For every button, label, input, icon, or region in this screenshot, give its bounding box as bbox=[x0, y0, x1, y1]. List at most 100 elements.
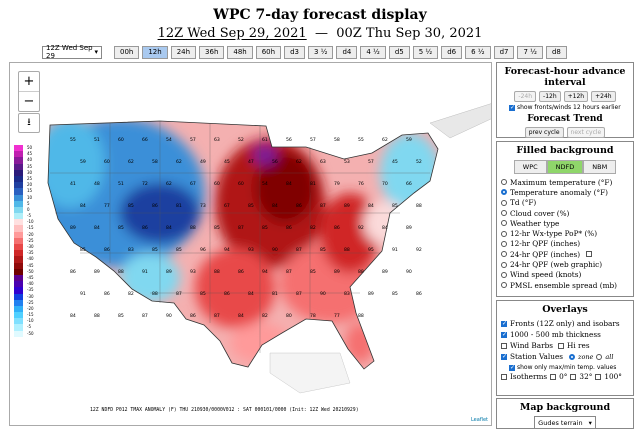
forecast-hour-button[interactable]: 36h bbox=[199, 45, 225, 59]
forecast-hour-button[interactable]: 7 ½ bbox=[517, 45, 543, 59]
forecast-hour-button[interactable]: 4 ½ bbox=[360, 45, 386, 59]
iso-0-checkbox[interactable] bbox=[550, 373, 557, 380]
download-button[interactable]: ⭳ bbox=[18, 113, 40, 133]
background-option-radio[interactable] bbox=[501, 199, 507, 206]
station-values-option[interactable]: ✓ Station Values zone all bbox=[501, 351, 633, 362]
background-source-tab[interactable]: NBM bbox=[583, 160, 617, 174]
legend-label: 10 bbox=[27, 194, 33, 200]
fronts-option[interactable]: ✓ Fronts (12Z only) and isobars bbox=[501, 318, 633, 329]
background-option[interactable]: Td (°F) bbox=[501, 198, 633, 208]
advance-interval-button[interactable]: -24h bbox=[514, 91, 537, 102]
show-fronts-earlier-option[interactable]: ✓ show fronts/winds 12 hours earlier bbox=[509, 104, 633, 111]
station-value: 84 bbox=[272, 203, 278, 209]
legend-label: -15 bbox=[27, 225, 34, 231]
background-option-radio[interactable] bbox=[501, 251, 507, 258]
iso-100-checkbox[interactable] bbox=[595, 373, 602, 380]
advance-interval-button[interactable]: -12h bbox=[539, 91, 561, 102]
leaflet-attribution-link[interactable]: Leaflet bbox=[470, 417, 488, 423]
background-source-tab[interactable]: WPC bbox=[513, 160, 547, 174]
forecast-hour-button[interactable]: d6 bbox=[441, 45, 463, 59]
legend-label: 0 bbox=[27, 206, 30, 212]
fronts-checkbox[interactable]: ✓ bbox=[501, 319, 508, 327]
station-value: 72 bbox=[142, 181, 148, 187]
station-value: 89 bbox=[406, 225, 412, 231]
background-option-radio[interactable] bbox=[501, 189, 507, 196]
station-value: 82 bbox=[262, 313, 268, 319]
station-value: 96 bbox=[200, 247, 206, 253]
advance-interval-button[interactable]: +24h bbox=[591, 91, 616, 102]
wind-barbs-option[interactable]: Wind Barbs Hi res bbox=[501, 340, 633, 351]
forecast-hour-button[interactable]: d7 bbox=[493, 45, 515, 59]
background-option-label: Td (°F) bbox=[510, 198, 537, 208]
background-option[interactable]: Weather type bbox=[501, 218, 633, 228]
forecast-hour-button[interactable]: d4 bbox=[336, 45, 358, 59]
station-value: 85 bbox=[320, 247, 326, 253]
forecast-hour-button[interactable]: d8 bbox=[545, 45, 567, 59]
zone-label: zone bbox=[578, 352, 594, 361]
forecast-hour-button[interactable]: 48h bbox=[227, 45, 253, 59]
zoom-out-button[interactable]: − bbox=[19, 91, 39, 111]
background-option-radio[interactable] bbox=[501, 240, 507, 247]
station-value: 85 bbox=[248, 203, 254, 209]
forecast-hour-button[interactable]: 00h bbox=[114, 45, 140, 59]
forecast-hour-button[interactable]: d3 bbox=[284, 45, 305, 59]
station-values-checkbox[interactable]: ✓ bbox=[501, 352, 508, 360]
station-value: 47 bbox=[248, 159, 254, 165]
background-option-radio[interactable] bbox=[501, 282, 507, 289]
station-value: 88 bbox=[358, 313, 364, 319]
background-option-radio[interactable] bbox=[501, 210, 507, 217]
station-value: 77 bbox=[334, 313, 340, 319]
background-option[interactable]: Wind speed (knots) bbox=[501, 270, 633, 280]
forecast-hour-button[interactable]: 5 ½ bbox=[412, 45, 439, 59]
background-option[interactable]: Maximum temperature (°F) bbox=[501, 177, 633, 187]
background-source-tab[interactable]: NDFD bbox=[546, 160, 584, 174]
hi-res-checkbox[interactable] bbox=[558, 342, 565, 349]
background-option-radio[interactable] bbox=[501, 220, 507, 227]
background-option[interactable]: Temperature anomaly (°F) bbox=[501, 187, 633, 197]
zone-radio[interactable] bbox=[569, 353, 576, 360]
thickness-checkbox[interactable]: ✓ bbox=[501, 330, 508, 338]
qpf-24hr-checkbox[interactable] bbox=[586, 251, 593, 258]
map-background-select[interactable]: Gudes terrain ▾ bbox=[534, 416, 596, 429]
station-value: 58 bbox=[152, 159, 158, 165]
next-cycle-button[interactable]: next cycle bbox=[566, 127, 606, 138]
station-value: 86 bbox=[142, 225, 148, 231]
forecast-hour-button[interactable]: 24h bbox=[170, 45, 197, 59]
station-value: 56 bbox=[272, 159, 278, 165]
background-option[interactable]: 12-hr QPF (inches) bbox=[501, 239, 633, 249]
forecast-time-range: 12Z Wed Sep 29, 2021 — 00Z Thu Sep 30, 2… bbox=[0, 26, 640, 41]
background-option-radio[interactable] bbox=[501, 271, 507, 278]
show-fronts-earlier-checkbox[interactable]: ✓ bbox=[509, 103, 516, 111]
prev-cycle-button[interactable]: prev cycle bbox=[524, 127, 564, 138]
minmax-option[interactable]: ✓ show only max/min temp. values bbox=[509, 364, 633, 371]
background-option-label: Cloud cover (%) bbox=[510, 208, 570, 218]
minmax-checkbox[interactable]: ✓ bbox=[509, 363, 516, 371]
forecast-hour-button[interactable]: 60h bbox=[255, 45, 282, 59]
legend-swatch: -15 bbox=[14, 225, 34, 232]
thickness-option[interactable]: ✓ 1000 - 500 mb thickness bbox=[501, 329, 633, 340]
forecast-hour-button[interactable]: 3 ½ bbox=[307, 45, 334, 59]
wind-barbs-checkbox[interactable] bbox=[501, 342, 507, 349]
forecast-hour-button[interactable]: d5 bbox=[388, 45, 410, 59]
cycle-select[interactable]: 12Z Wed Sep 29 ▾ bbox=[42, 44, 102, 60]
background-option[interactable]: 12-hr Wx-type PoP* (%) bbox=[501, 228, 633, 238]
all-radio[interactable] bbox=[596, 353, 603, 360]
station-value: 89 bbox=[166, 269, 172, 275]
background-option-radio[interactable] bbox=[501, 261, 507, 268]
background-option[interactable]: 24-hr QPF (inches) bbox=[501, 249, 633, 259]
station-value: 85 bbox=[200, 291, 206, 297]
zoom-in-button[interactable]: + bbox=[23, 74, 35, 89]
background-option-radio[interactable] bbox=[501, 230, 507, 237]
background-option[interactable]: PMSL ensemble spread (mb) bbox=[501, 280, 633, 290]
station-value: 88 bbox=[344, 247, 350, 253]
iso-32-checkbox[interactable] bbox=[570, 373, 577, 380]
forecast-hour-button[interactable]: 6 ½ bbox=[465, 45, 491, 59]
background-option[interactable]: 24-hr QPF (web graphic) bbox=[501, 259, 633, 269]
forecast-hour-button[interactable]: 12h bbox=[142, 45, 168, 59]
map-view[interactable]: 55 51 60 66 54 57 63 52 61 56 57 58 55 62 59 59 60 62 58 62… bbox=[9, 62, 492, 426]
background-option[interactable]: Cloud cover (%) bbox=[501, 208, 633, 218]
isotherms-checkbox[interactable] bbox=[501, 373, 507, 380]
background-option-radio[interactable] bbox=[501, 179, 507, 186]
advance-interval-button[interactable]: +12h bbox=[563, 91, 589, 102]
isotherms-option[interactable]: Isotherms 0° 32° 100° bbox=[501, 371, 633, 382]
